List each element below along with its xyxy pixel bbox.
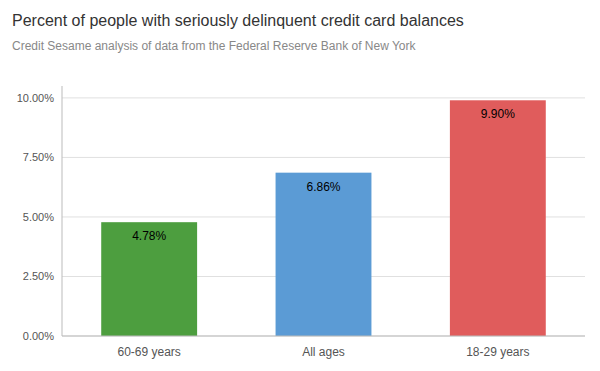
chart: Percent of people with seriously delinqu… (0, 0, 600, 371)
y-tick-label: 5.00% (23, 211, 54, 223)
data-label: 9.90% (481, 107, 515, 121)
x-tick-label: 60-69 years (117, 345, 180, 359)
grid-line (62, 97, 585, 98)
bar (276, 173, 372, 336)
y-tick-label: 2.50% (23, 270, 54, 282)
x-tick-label: All ages (302, 345, 345, 359)
y-tick-label: 0.00% (23, 330, 54, 342)
bar (101, 222, 197, 336)
y-axis-line (62, 86, 63, 336)
bars (101, 100, 546, 336)
title: Percent of people with seriously delinqu… (12, 12, 464, 29)
y-tick-label: 10.00% (17, 92, 55, 104)
y-tick-label: 7.50% (23, 151, 54, 163)
grid-line (62, 336, 585, 337)
grid (62, 98, 585, 336)
data-label: 4.78% (132, 229, 166, 243)
x-axis-line (62, 336, 585, 337)
x-tick-label: 18-29 years (466, 345, 529, 359)
bar (450, 100, 546, 336)
subtitle: Credit Sesame analysis of data from the … (12, 39, 417, 53)
data-label: 6.86% (306, 180, 340, 194)
chart-container: Percent of people with seriously delinqu… (0, 0, 600, 371)
